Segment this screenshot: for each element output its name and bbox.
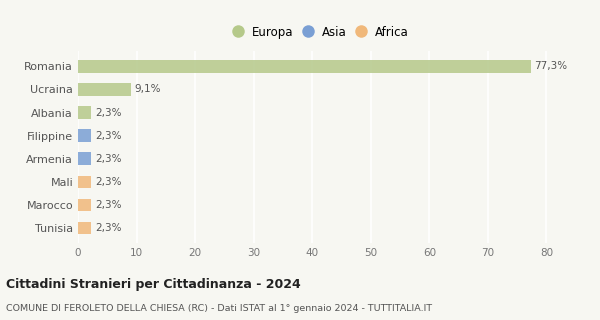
Bar xyxy=(78,199,91,211)
Text: 2,3%: 2,3% xyxy=(95,177,121,187)
Bar xyxy=(78,176,91,188)
Text: COMUNE DI FEROLETO DELLA CHIESA (RC) - Dati ISTAT al 1° gennaio 2024 - TUTTITALI: COMUNE DI FEROLETO DELLA CHIESA (RC) - D… xyxy=(6,304,432,313)
Text: 2,3%: 2,3% xyxy=(95,131,121,141)
Bar xyxy=(78,222,91,235)
Text: 2,3%: 2,3% xyxy=(95,154,121,164)
Text: 2,3%: 2,3% xyxy=(95,108,121,117)
Text: 2,3%: 2,3% xyxy=(95,200,121,210)
Legend: Europa, Asia, Africa: Europa, Asia, Africa xyxy=(230,22,412,43)
Text: 2,3%: 2,3% xyxy=(95,223,121,233)
Bar xyxy=(78,106,91,119)
Bar xyxy=(78,152,91,165)
Text: 9,1%: 9,1% xyxy=(135,84,161,94)
Bar xyxy=(78,83,131,96)
Text: Cittadini Stranieri per Cittadinanza - 2024: Cittadini Stranieri per Cittadinanza - 2… xyxy=(6,278,301,292)
Bar xyxy=(78,129,91,142)
Text: 77,3%: 77,3% xyxy=(534,61,567,71)
Bar xyxy=(78,60,530,73)
